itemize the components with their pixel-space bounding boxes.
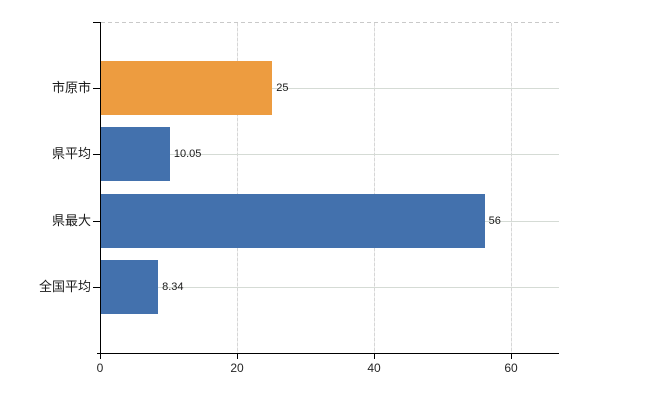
x-tick-label: 60 (504, 361, 518, 375)
category-tick-label: 県平均 (51, 146, 91, 162)
bar (101, 127, 170, 182)
bar (101, 193, 485, 248)
bar-value-label: 10.05 (173, 148, 202, 161)
bar-value-label: 25 (276, 82, 289, 95)
plot-top-border (101, 22, 559, 23)
bar-value-label: 56 (488, 214, 501, 227)
y-axis-tick (93, 220, 100, 222)
gridline-vertical (511, 23, 513, 353)
x-axis-line (97, 353, 559, 354)
x-axis-tick (237, 354, 238, 359)
category-tick-label: 県最大 (51, 212, 91, 228)
category-tick-label: 全国平均 (38, 278, 91, 294)
x-tick-label: 0 (96, 361, 104, 375)
x-tick-label: 40 (367, 361, 381, 375)
x-tick-label: 20 (230, 361, 244, 375)
x-axis-tick (374, 354, 376, 359)
bar-value-label: 8.34 (162, 280, 184, 293)
category-tick-label: 市原市 (51, 80, 91, 96)
gridline-horizontal (101, 154, 559, 156)
gridline-vertical (374, 23, 376, 353)
y-axis-line (100, 22, 101, 354)
y-axis-tick (93, 286, 100, 288)
x-axis-tick (511, 354, 513, 359)
gridline-horizontal (101, 88, 559, 90)
gridline-horizontal (101, 286, 559, 288)
bar (101, 61, 273, 116)
y-axis-tick (93, 154, 100, 156)
y-axis-tick (93, 88, 100, 90)
x-axis-tick (100, 354, 101, 359)
bar (101, 259, 159, 314)
gridline-vertical (237, 23, 238, 353)
y-axis-top-tick (93, 22, 101, 23)
